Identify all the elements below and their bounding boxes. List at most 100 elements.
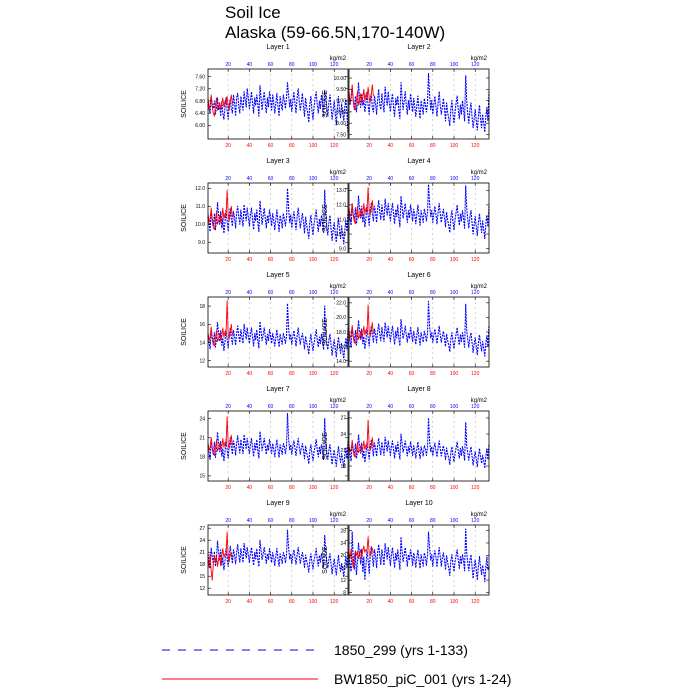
series-line-experiment [207, 94, 233, 117]
y-tick-label: 20 [340, 553, 346, 559]
x-tick-label-bottom: 60 [409, 485, 415, 491]
units-label: kg/m2 [330, 284, 347, 290]
x-tick-label-bottom: 120 [330, 485, 339, 491]
y-tick-label: 14 [199, 340, 205, 346]
x-tick-label-top: 20 [225, 62, 231, 68]
y-tick-label: 27 [340, 416, 346, 422]
x-tick-label-top: 80 [430, 404, 436, 410]
x-tick-label-top: 20 [366, 518, 372, 524]
y-tick-label: 18.0 [336, 330, 346, 336]
x-tick-label-top: 120 [330, 62, 339, 68]
plot-frame [348, 68, 490, 140]
x-tick-label-top: 100 [309, 176, 318, 182]
x-tick-label-top: 80 [289, 176, 295, 182]
x-tick-label-bottom: 40 [247, 485, 253, 491]
x-tick-label-top: 40 [247, 176, 253, 182]
y-tick-label: 15 [199, 574, 205, 580]
x-tick-label-top: 120 [330, 518, 339, 524]
units-label: kg/m2 [471, 56, 488, 62]
x-tick-label-top: 40 [388, 176, 394, 182]
x-tick-label-bottom: 60 [268, 257, 274, 263]
legend-label-control: 1850_299 (yrs 1-133) [334, 642, 468, 658]
units-label: kg/m2 [330, 170, 347, 176]
y-tick-label: 10.0 [336, 232, 346, 238]
x-tick-label-top: 20 [225, 404, 231, 410]
x-tick-label-bottom: 60 [409, 143, 415, 149]
chart-panel-layer-4: 9.0 10.0 11.0 12.0 13.0 20 40 60 80 100 120 20 40 60 8… [322, 158, 490, 263]
chart-panel-layer-3: 9.0 10.0 11.0 12.0 20 40 60 80 100 120 20 40 60 80 100… [181, 158, 349, 263]
x-tick-label-bottom: 100 [450, 485, 459, 491]
figure-title-line2: Alaska (59-66.5N,170-140W) [225, 23, 445, 42]
x-tick-label-bottom: 20 [366, 371, 372, 377]
y-tick-label: 16 [340, 566, 346, 572]
series-line-experiment [207, 189, 233, 231]
x-tick-label-top: 120 [330, 290, 339, 296]
series-line-experiment [207, 531, 233, 581]
series-line-control [348, 417, 490, 469]
x-tick-label-bottom: 120 [471, 485, 480, 491]
y-tick-label: 18 [199, 304, 205, 310]
y-axis-label: SOILICE [181, 546, 188, 574]
x-tick-label-top: 80 [289, 290, 295, 296]
panel-title: Layer 6 [407, 272, 430, 279]
units-label: kg/m2 [330, 398, 347, 404]
y-tick-label: 8.00 [336, 121, 346, 127]
x-tick-label-top: 120 [471, 62, 480, 68]
x-tick-label-bottom: 60 [268, 371, 274, 377]
y-tick-label: 6.80 [195, 99, 205, 105]
panel-title: Layer 2 [407, 44, 430, 51]
y-tick-label: 21 [199, 436, 205, 442]
panel-title: Layer 8 [407, 386, 430, 393]
panel-title: Layer 1 [266, 44, 289, 51]
x-tick-label-bottom: 40 [247, 257, 253, 263]
series-line-control [207, 82, 349, 133]
chart-panel-layer-5: 12 14 16 18 20 40 60 80 100 120 20 40 60 80 100 120 Laye… [181, 272, 349, 377]
x-tick-label-bottom: 100 [309, 485, 318, 491]
plot-frame [348, 182, 490, 254]
x-tick-label-bottom: 100 [309, 599, 318, 605]
plot-frame [207, 410, 349, 482]
x-tick-label-top: 60 [409, 176, 415, 182]
y-tick-label: 9.50 [336, 87, 346, 93]
y-tick-label: 21 [199, 550, 205, 556]
x-tick-label-bottom: 120 [330, 371, 339, 377]
y-tick-label: 6.40 [195, 111, 205, 117]
y-tick-label: 21 [340, 448, 346, 454]
x-tick-label-top: 20 [225, 176, 231, 182]
x-tick-label-top: 40 [247, 62, 253, 68]
x-tick-label-bottom: 40 [388, 485, 394, 491]
plot-frame [207, 524, 349, 596]
x-tick-label-bottom: 80 [430, 599, 436, 605]
x-tick-label-bottom: 40 [388, 599, 394, 605]
x-tick-label-top: 80 [289, 62, 295, 68]
y-axis-label: SOILICE [322, 432, 329, 460]
x-tick-label-top: 60 [409, 518, 415, 524]
series-line-control [348, 183, 490, 239]
x-tick-label-top: 60 [268, 404, 274, 410]
y-tick-label: 9.0 [198, 240, 205, 246]
x-tick-label-bottom: 100 [450, 143, 459, 149]
x-tick-label-bottom: 80 [289, 599, 295, 605]
x-tick-label-bottom: 20 [225, 371, 231, 377]
x-tick-label-top: 80 [430, 62, 436, 68]
x-tick-label-bottom: 100 [309, 143, 318, 149]
x-tick-label-bottom: 80 [430, 371, 436, 377]
x-tick-label-bottom: 40 [388, 143, 394, 149]
y-tick-label: 12 [340, 578, 346, 584]
panel-title: Layer 3 [266, 158, 289, 165]
chart-panel-layer-6: 14.0 16.0 18.0 20.0 22.0 20 40 60 80 100 120 20 40 60… [322, 272, 490, 377]
series-line-experiment [207, 416, 233, 456]
series-line-experiment [348, 419, 374, 458]
x-tick-label-top: 100 [450, 404, 459, 410]
series-line-control [348, 300, 490, 357]
x-tick-label-bottom: 120 [471, 599, 480, 605]
y-tick-label: 24 [199, 538, 205, 544]
x-tick-label-top: 40 [388, 404, 394, 410]
x-tick-label-bottom: 40 [388, 371, 394, 377]
x-tick-label-top: 60 [409, 404, 415, 410]
x-tick-label-bottom: 100 [309, 371, 318, 377]
chart-panel-layer-9: 12 15 18 21 24 27 20 40 60 80 100 120 20 40 60 80 100 120… [181, 500, 349, 605]
x-tick-label-top: 80 [289, 404, 295, 410]
x-tick-label-top: 20 [225, 290, 231, 296]
x-tick-label-bottom: 100 [309, 257, 318, 263]
